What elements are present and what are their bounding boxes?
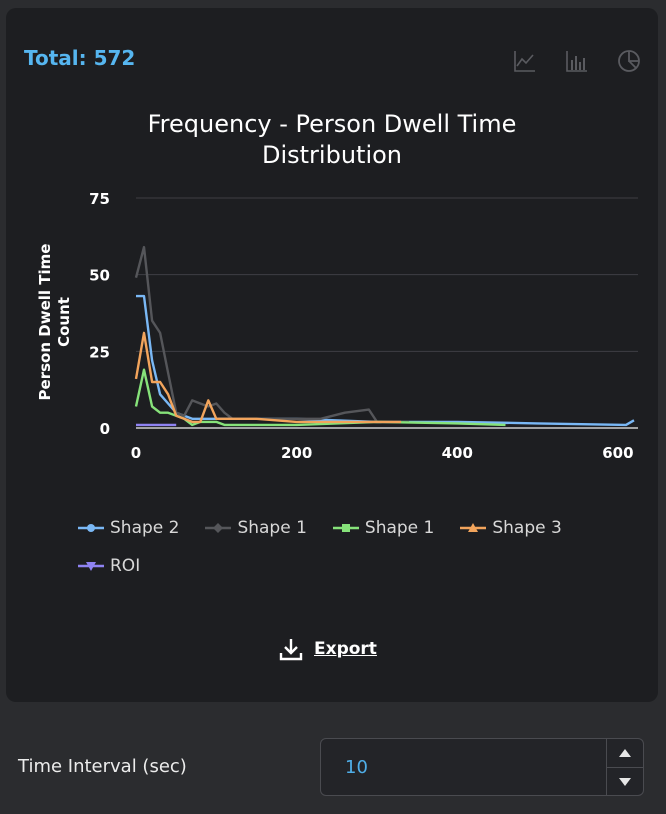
series-line xyxy=(134,331,402,424)
legend-label: Shape 3 xyxy=(492,518,562,538)
legend-label: ROI xyxy=(110,556,141,576)
total-count: Total: 572 xyxy=(24,46,136,70)
decrement-button[interactable] xyxy=(607,767,643,796)
increment-button[interactable] xyxy=(607,739,643,767)
export-button[interactable]: Export xyxy=(278,636,377,662)
caret-down-icon xyxy=(619,778,631,786)
legend-item[interactable]: ROI xyxy=(78,554,140,578)
legend-item[interactable]: Shape 1 xyxy=(205,516,307,540)
legend-item[interactable]: Shape 2 xyxy=(78,516,179,540)
legend-item[interactable]: Shape 1 xyxy=(332,516,435,540)
x-tick-label: 400 xyxy=(442,444,473,462)
legend-label: Shape 2 xyxy=(110,518,180,538)
time-interval-input[interactable]: 10 xyxy=(320,738,644,796)
legend-label: Shape 1 xyxy=(237,518,307,538)
legend-marker-icon xyxy=(332,524,359,532)
line-chart-icon[interactable] xyxy=(512,48,538,74)
y-tick-label: 75 xyxy=(89,190,110,208)
legend-marker-icon xyxy=(205,523,232,533)
series-line xyxy=(134,368,506,427)
legend-marker-icon xyxy=(78,562,104,571)
y-axis-label-line-2: Count xyxy=(55,297,73,347)
y-axis-label-line-1: Person Dwell Time xyxy=(36,244,54,401)
y-tick-label: 50 xyxy=(89,267,110,285)
y-axis-ticks: 0 25 50 75 xyxy=(89,190,110,438)
dwell-time-line-chart: Frequency - Person Dwell Time Distributi… xyxy=(36,110,638,462)
y-tick-label: 0 xyxy=(100,420,110,438)
bar-chart-icon[interactable] xyxy=(564,48,590,74)
legend-marker-icon xyxy=(460,523,487,532)
x-axis-ticks: 0 200 400 600 xyxy=(131,444,634,462)
x-tick-label: 200 xyxy=(281,444,312,462)
chart-series-lines xyxy=(134,245,635,427)
time-interval-label: Time Interval (sec) xyxy=(18,756,187,777)
chart-title-line-1: Frequency - Person Dwell Time xyxy=(148,110,517,138)
legend-label: Shape 1 xyxy=(364,518,435,538)
chart-gridlines xyxy=(136,197,638,429)
export-label: Export xyxy=(314,639,377,659)
legend-marker-icon xyxy=(78,524,104,532)
chart-title-line-2: Distribution xyxy=(262,141,402,169)
pie-chart-icon[interactable] xyxy=(616,48,642,74)
interval-stepper xyxy=(606,739,643,795)
chart-legend: Shape 2 Shape 1 Shape 1 Shape 3 ROI xyxy=(78,516,638,578)
series-line xyxy=(136,294,635,427)
time-interval-value[interactable]: 10 xyxy=(345,757,368,778)
caret-up-icon xyxy=(619,749,631,757)
y-tick-label: 25 xyxy=(89,343,110,361)
x-tick-label: 0 xyxy=(131,444,141,462)
legend-item[interactable]: Shape 3 xyxy=(460,516,562,540)
series-line xyxy=(134,245,410,424)
download-icon xyxy=(279,639,303,661)
x-tick-label: 600 xyxy=(602,444,633,462)
chart-card: Total: 572 Frequency - Person Dwell Time… xyxy=(6,8,658,702)
chart-type-toolbar xyxy=(512,48,642,74)
